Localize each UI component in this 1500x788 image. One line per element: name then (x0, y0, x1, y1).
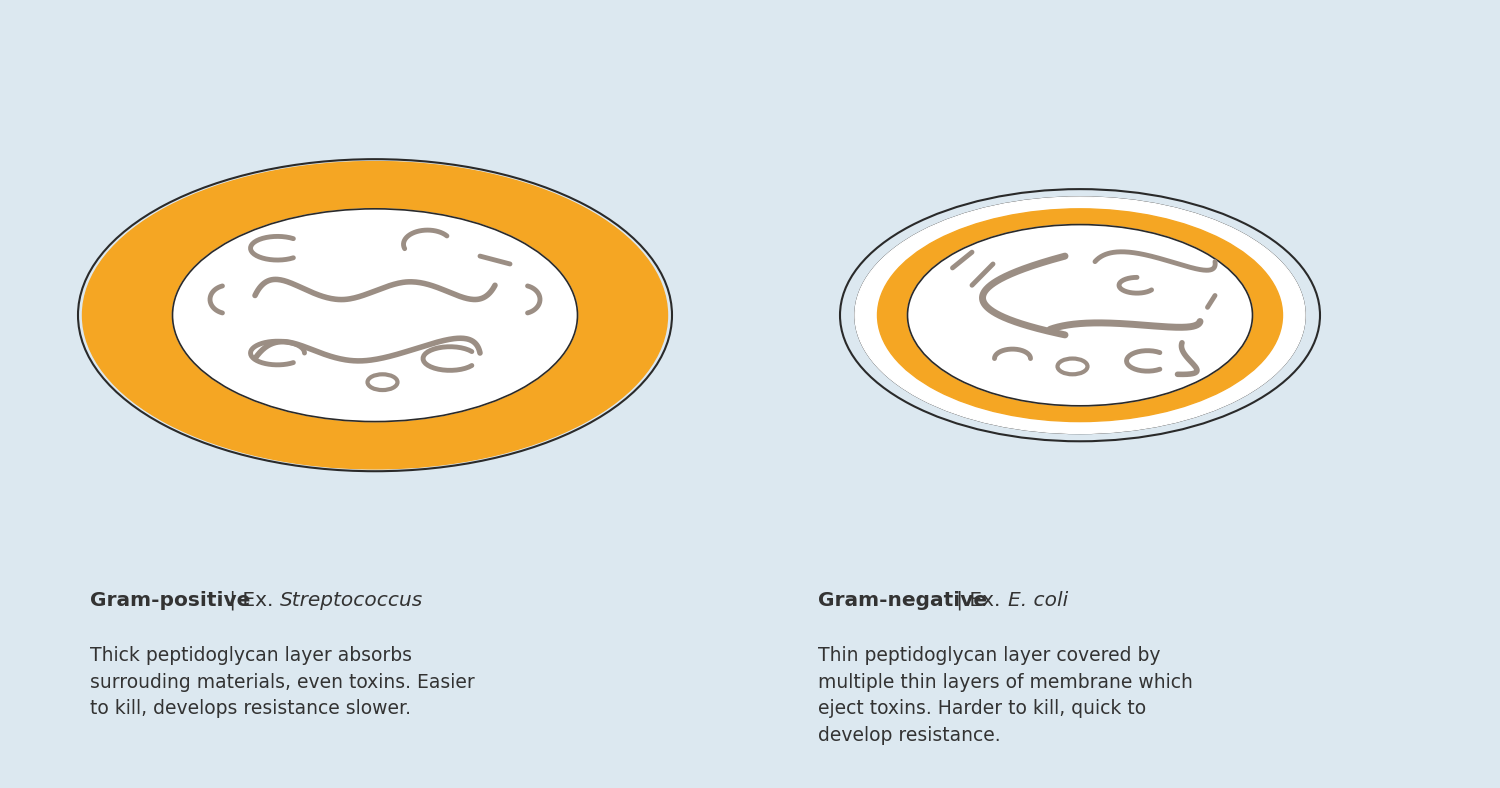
Text: Gram-positive: Gram-positive (90, 591, 251, 610)
Circle shape (172, 209, 578, 422)
Text: | Ex.: | Ex. (222, 591, 279, 611)
Text: Gram-negative: Gram-negative (818, 591, 987, 610)
Circle shape (855, 197, 1305, 433)
Text: | Ex.: | Ex. (950, 591, 1006, 611)
Text: Streptococcus: Streptococcus (280, 591, 423, 610)
Text: Thin peptidoglycan layer covered by
multiple thin layers of membrane which
eject: Thin peptidoglycan layer covered by mult… (818, 646, 1192, 745)
Text: E. coli: E. coli (1008, 591, 1068, 610)
Text: Thick peptidoglycan layer absorbs
surrouding materials, even toxins. Easier
to k: Thick peptidoglycan layer absorbs surrou… (90, 646, 474, 718)
Circle shape (82, 162, 668, 469)
Circle shape (908, 225, 1252, 406)
Circle shape (878, 209, 1282, 422)
